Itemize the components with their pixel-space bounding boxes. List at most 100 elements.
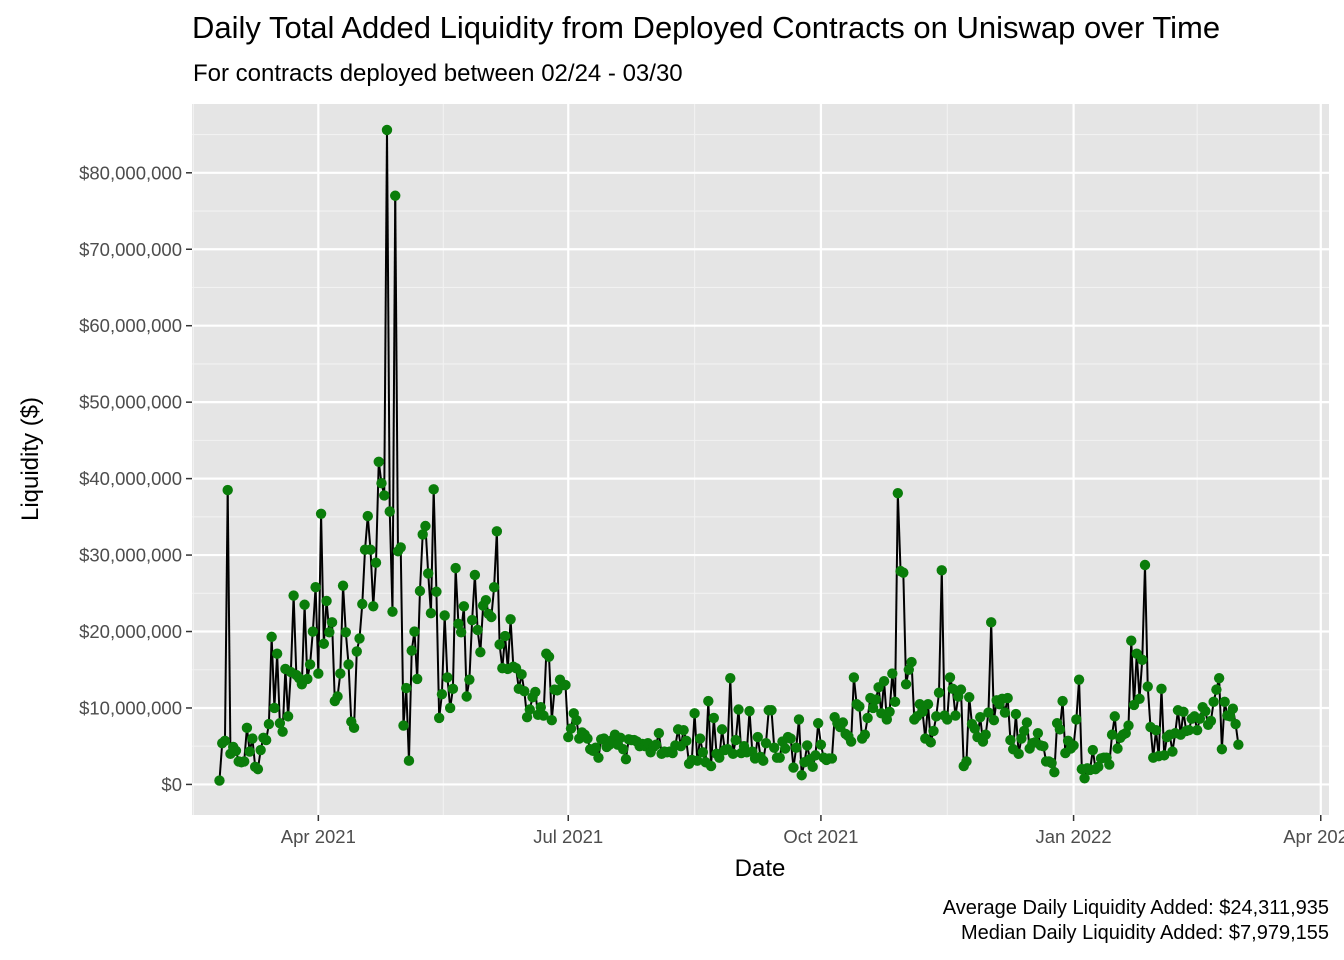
series-line-segment xyxy=(418,534,424,592)
data-point xyxy=(1123,720,1134,731)
data-point xyxy=(431,586,442,597)
median-caption: Median Daily Liquidity Added: $7,979,155 xyxy=(960,922,1329,944)
data-point xyxy=(697,747,709,758)
series-line-segment xyxy=(927,704,932,743)
data-point xyxy=(714,752,725,763)
data-point xyxy=(944,672,956,683)
data-point xyxy=(252,763,264,775)
data-point xyxy=(340,627,351,638)
data-point xyxy=(807,761,818,773)
data-point xyxy=(758,755,769,766)
y-tick-label: $40,000,000 xyxy=(79,468,182,489)
series-line-segment xyxy=(270,636,276,709)
data-point xyxy=(1178,706,1189,717)
data-point xyxy=(848,672,860,683)
data-point xyxy=(354,633,365,644)
data-point xyxy=(1049,766,1060,778)
series-line-segment xyxy=(317,513,323,674)
data-point xyxy=(422,568,434,579)
series-line-segment xyxy=(896,493,902,572)
data-point xyxy=(403,755,415,766)
data-point xyxy=(933,687,945,698)
series-line-segment xyxy=(309,631,314,665)
y-axis: $0 $10,000,000 $20,000,000 $30,000,000 $40,0… xyxy=(79,162,192,795)
data-point xyxy=(428,484,439,495)
data-point xyxy=(1230,718,1241,730)
data-point xyxy=(1046,757,1057,769)
data-point xyxy=(244,746,255,757)
data-point xyxy=(1205,715,1217,727)
series-line-segment xyxy=(509,619,515,667)
data-point xyxy=(980,729,991,740)
data-point xyxy=(519,685,530,697)
data-point xyxy=(727,748,739,760)
data-point xyxy=(384,506,395,517)
series-line-segment xyxy=(1138,659,1144,699)
series-line-segment xyxy=(712,717,718,754)
data-point xyxy=(461,691,472,702)
data-point xyxy=(1139,559,1151,571)
data-point xyxy=(299,599,310,610)
data-point xyxy=(376,478,387,489)
data-point xyxy=(499,630,511,642)
series-line-segment xyxy=(1130,640,1136,705)
data-point xyxy=(815,739,827,750)
series-line-segment xyxy=(325,600,331,633)
data-point xyxy=(999,707,1011,718)
data-point xyxy=(791,742,802,753)
data-point xyxy=(546,715,557,726)
series-line-segment xyxy=(358,603,364,639)
data-point xyxy=(774,752,785,763)
data-point xyxy=(1137,654,1148,665)
data-point xyxy=(302,673,313,685)
data-point xyxy=(535,702,546,713)
data-point xyxy=(219,735,231,747)
data-point xyxy=(689,708,700,719)
series-line-segment xyxy=(468,620,474,680)
series-line-segment xyxy=(385,129,391,512)
data-point xyxy=(247,733,258,744)
data-point xyxy=(900,679,912,690)
data-point xyxy=(288,590,299,601)
data-point xyxy=(365,544,376,555)
series-line-segment xyxy=(292,595,298,676)
data-point xyxy=(1126,635,1137,646)
data-point xyxy=(964,692,975,703)
series-line-segment xyxy=(959,689,965,767)
data-point xyxy=(681,735,692,747)
data-point xyxy=(1093,761,1104,773)
series-line-segment xyxy=(366,515,372,550)
data-point xyxy=(464,674,475,685)
series-line-segment xyxy=(226,490,232,754)
data-point xyxy=(615,732,626,743)
series-line-segment xyxy=(440,615,446,695)
series-line-segment xyxy=(347,664,353,722)
data-point xyxy=(692,755,703,766)
series-line-segment xyxy=(888,673,894,712)
data-point xyxy=(307,626,319,637)
y-tick-label: $70,000,000 xyxy=(79,239,182,260)
data-point xyxy=(769,742,780,753)
data-point xyxy=(725,672,736,684)
data-point xyxy=(444,702,456,714)
data-point xyxy=(494,639,505,650)
data-point xyxy=(466,614,478,626)
series-line-segment xyxy=(1127,640,1133,726)
data-point xyxy=(442,672,453,683)
x-tick-label: Apr 2021 xyxy=(281,826,356,847)
data-point xyxy=(1010,708,1022,720)
x-tick-label: Apr 2022 xyxy=(1283,826,1344,847)
data-point xyxy=(318,638,330,649)
series-line-segment xyxy=(407,650,413,761)
data-point xyxy=(1104,759,1115,770)
series-line-segment xyxy=(764,710,770,744)
data-point xyxy=(433,712,445,724)
data-point xyxy=(571,715,582,726)
data-point xyxy=(906,656,917,668)
series-line-segment xyxy=(375,461,380,563)
data-point xyxy=(1142,681,1153,692)
series-line-segment xyxy=(1146,686,1152,728)
data-point xyxy=(409,626,420,637)
data-point xyxy=(1216,744,1228,755)
